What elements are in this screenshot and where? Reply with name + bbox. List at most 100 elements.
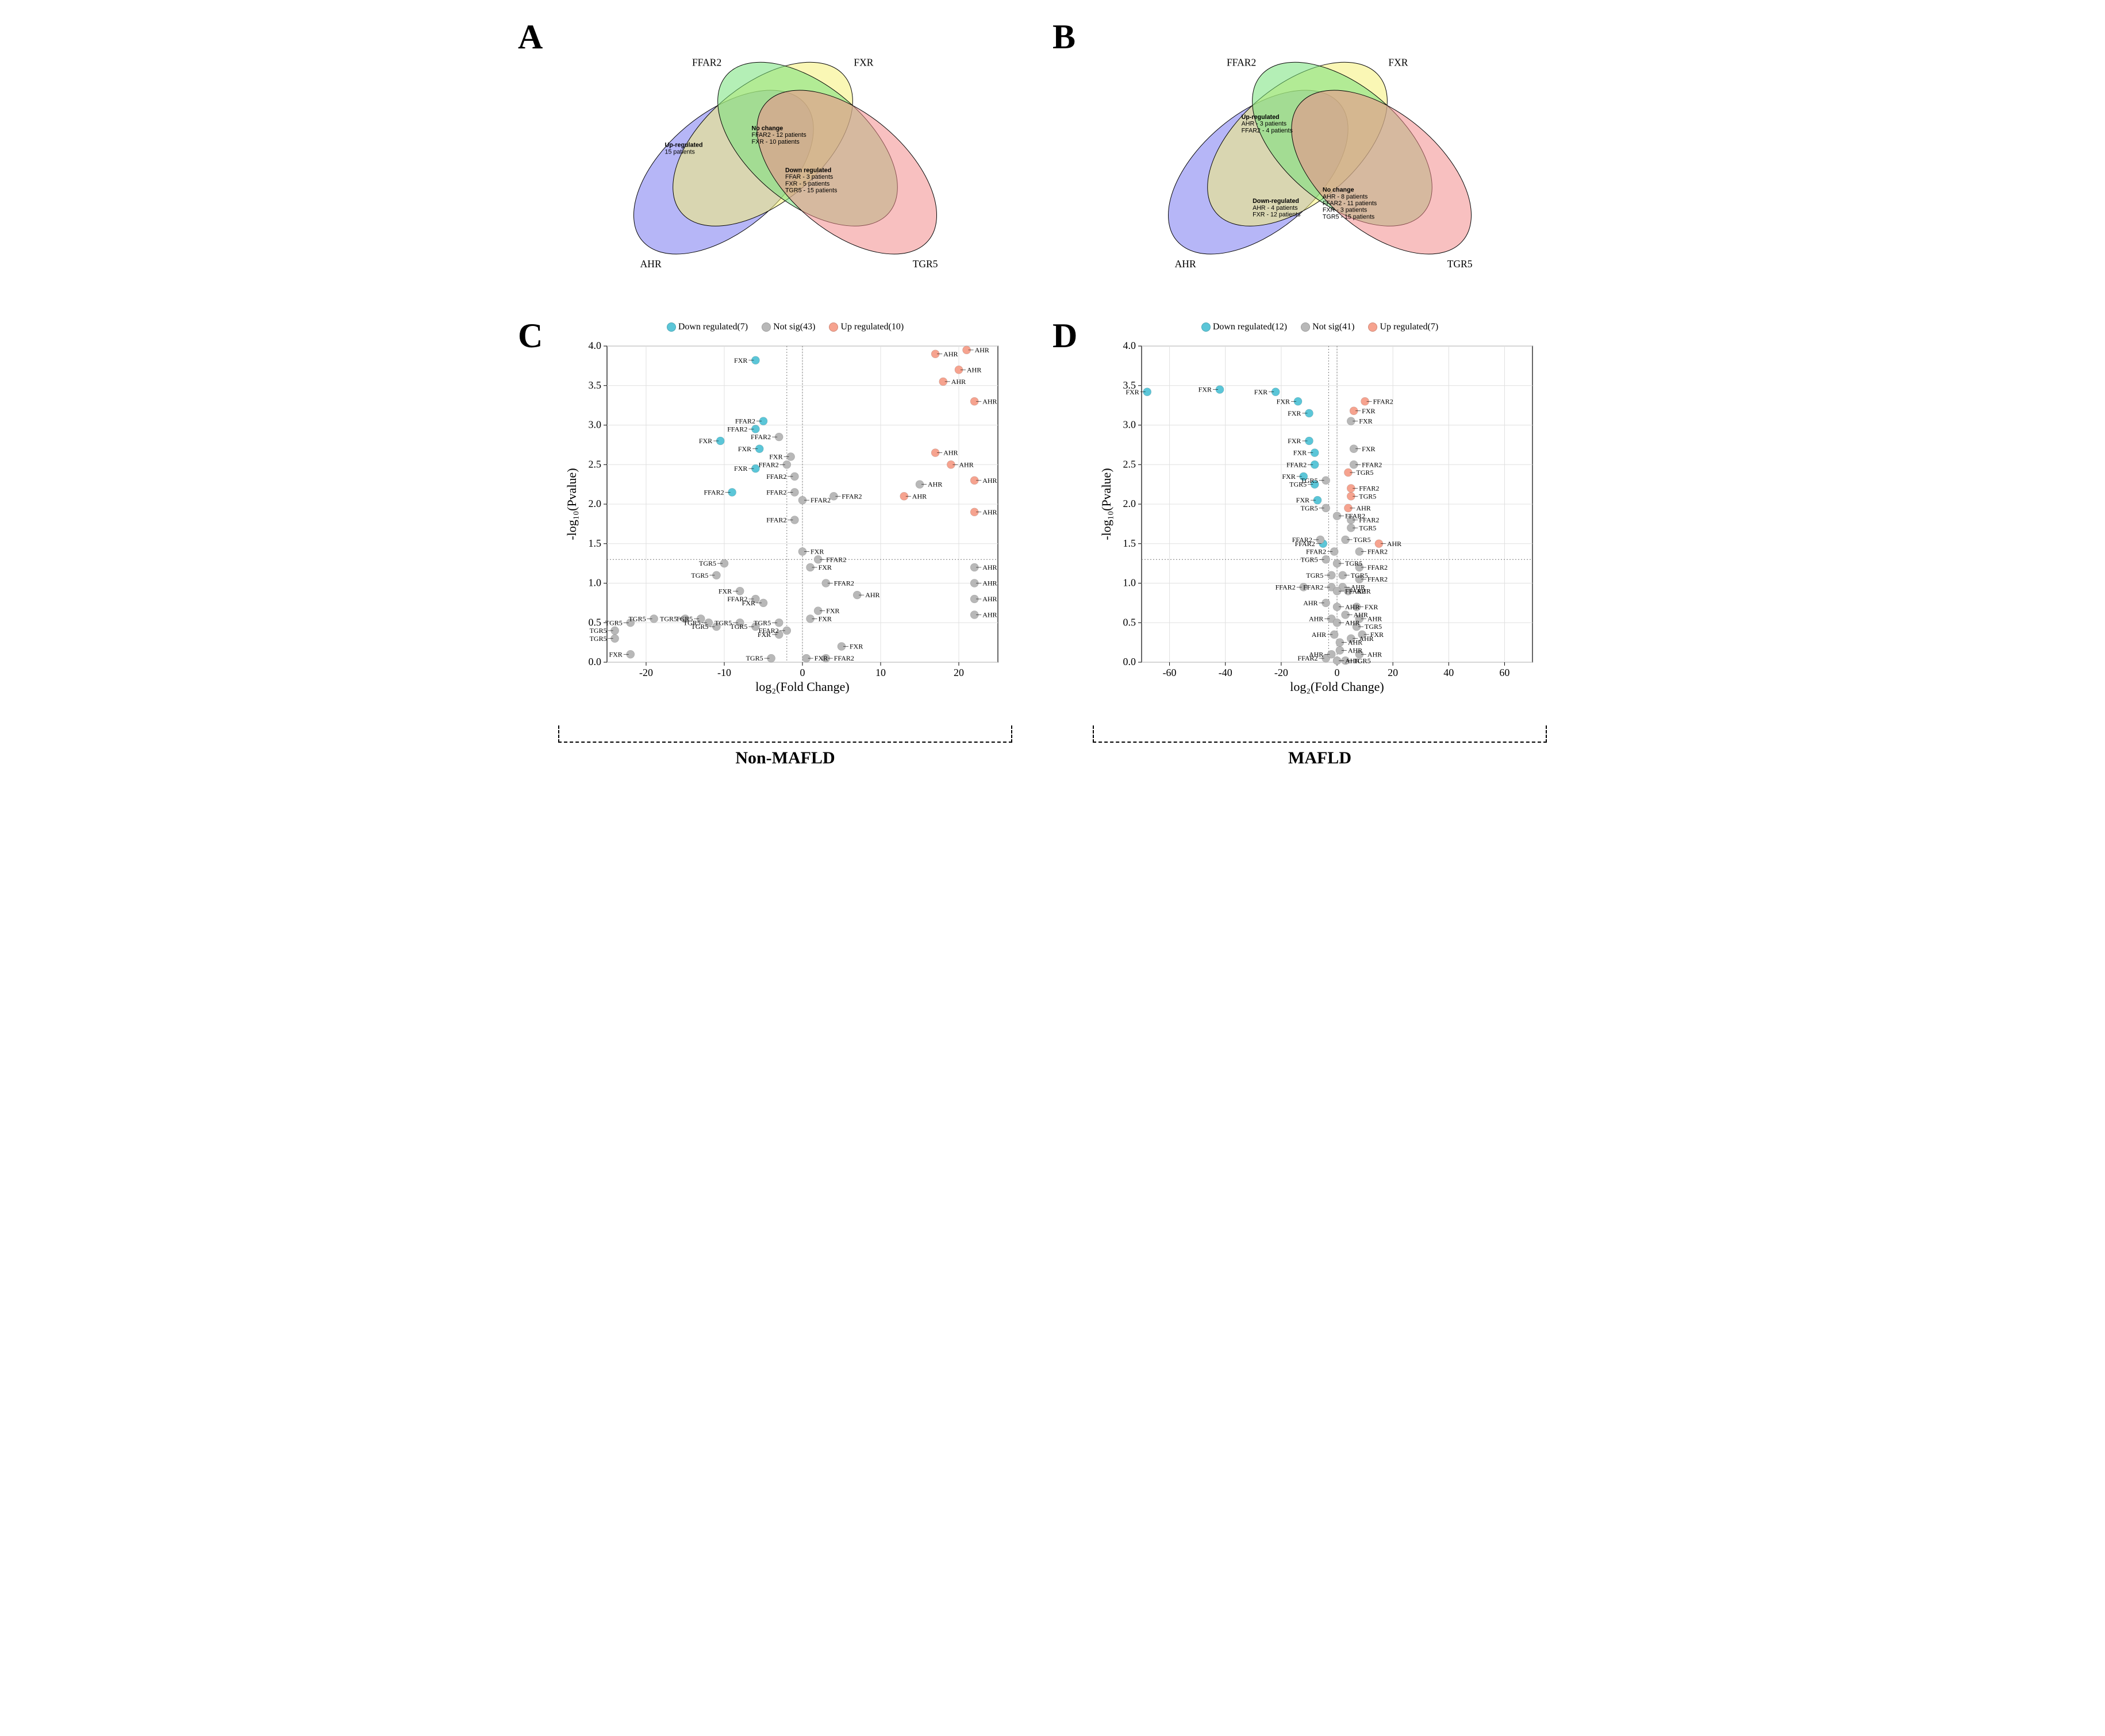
svg-text:FFAR2: FFAR2	[766, 473, 786, 481]
svg-text:AHR: AHR	[982, 477, 997, 485]
svg-text:AHR: AHR	[1354, 611, 1368, 619]
svg-text:FFAR2: FFAR2	[704, 488, 724, 496]
svg-text:FFAR2: FFAR2	[1359, 485, 1379, 493]
svg-text:FFAR2 - 12 patients: FFAR2 - 12 patients	[752, 132, 806, 139]
svg-text:FFAR2: FFAR2	[834, 654, 854, 662]
svg-text:AHR: AHR	[975, 346, 989, 354]
svg-text:AHR: AHR	[1303, 599, 1317, 607]
svg-text:FXR: FXR	[1126, 388, 1139, 396]
svg-text:FXR: FXR	[769, 453, 782, 461]
svg-text:FFAR2: FFAR2	[759, 460, 779, 468]
svg-text:TGR5: TGR5	[1359, 492, 1376, 500]
svg-text:2.0: 2.0	[589, 498, 602, 509]
svg-text:AHR: AHR	[959, 460, 973, 468]
volcano-d: 0.00.51.01.52.02.53.03.54.0-60-40-200204…	[1096, 335, 1544, 702]
legend-swatch-ns	[1301, 322, 1310, 332]
svg-text:TGR5 - 15 patients: TGR5 - 15 patients	[785, 187, 837, 194]
svg-text:TGR5: TGR5	[1301, 504, 1318, 512]
svg-text:TGR5: TGR5	[1356, 468, 1373, 477]
svg-text:FXR: FXR	[854, 56, 873, 68]
svg-text:FFAR2: FFAR2	[1227, 56, 1256, 68]
svg-text:TGR5: TGR5	[1354, 536, 1371, 544]
svg-text:FFAR2: FFAR2	[1303, 583, 1323, 591]
svg-text:1.5: 1.5	[589, 537, 602, 549]
svg-text:FFAR2: FFAR2	[766, 516, 786, 524]
svg-text:FXR: FXR	[1359, 417, 1372, 425]
group-left-label: Non-MAFLD	[535, 748, 1035, 768]
svg-text:FXR: FXR	[699, 437, 712, 445]
panel-c-legend: Down regulated(7)Not sig(43)Up regulated…	[535, 322, 1035, 332]
svg-text:2.5: 2.5	[1123, 458, 1136, 470]
svg-text:10: 10	[875, 667, 886, 678]
svg-text:FXR: FXR	[609, 650, 622, 658]
panel-b: B AHRFFAR2FXRTGR5Up-regulatedAHR - 3 pat…	[1070, 23, 1570, 299]
svg-text:FXR: FXR	[1282, 473, 1295, 481]
group-right-label: MAFLD	[1070, 748, 1570, 768]
svg-text:AHR: AHR	[1387, 540, 1401, 548]
svg-text:FFAR2: FFAR2	[1345, 587, 1365, 595]
legend-swatch-ns	[762, 322, 771, 332]
svg-text:FXR: FXR	[819, 614, 832, 623]
svg-text:3.0: 3.0	[589, 419, 602, 431]
svg-text:-log₁₀(Pvalue): -log₁₀(Pvalue)	[1099, 468, 1113, 540]
svg-text:FXR: FXR	[738, 445, 751, 453]
panel-d-legend: Down regulated(12)Not sig(41)Up regulate…	[1070, 322, 1570, 332]
svg-text:2.0: 2.0	[1123, 498, 1136, 509]
svg-text:FXR: FXR	[1293, 449, 1307, 457]
group-right-bracket	[1093, 725, 1547, 743]
svg-text:FFAR2: FFAR2	[826, 555, 846, 563]
svg-text:1.5: 1.5	[1123, 537, 1136, 549]
svg-text:TGR5: TGR5	[913, 258, 938, 270]
svg-text:40: 40	[1443, 667, 1454, 678]
svg-text:TGR5: TGR5	[715, 619, 732, 627]
svg-text:log₂(Fold Change): log₂(Fold Change)	[755, 679, 850, 694]
svg-text:AHR: AHR	[865, 591, 879, 599]
svg-text:AHR: AHR	[1309, 614, 1323, 623]
svg-text:FFAR2: FFAR2	[735, 417, 755, 425]
svg-text:0: 0	[1335, 667, 1340, 678]
svg-text:FFAR2: FFAR2	[1276, 583, 1296, 591]
svg-text:FFAR2: FFAR2	[727, 425, 747, 433]
panel-d: D Down regulated(12)Not sig(41)Up regula…	[1070, 322, 1570, 702]
svg-text:AHR: AHR	[967, 366, 981, 374]
svg-text:AHR: AHR	[982, 579, 997, 587]
svg-text:TGR5: TGR5	[1306, 571, 1323, 579]
svg-text:FFAR2: FFAR2	[1368, 563, 1388, 571]
volcano-c: 0.00.51.01.52.02.53.03.54.0-20-1001020FX…	[561, 335, 1009, 702]
svg-text:TGR5: TGR5	[1359, 524, 1376, 532]
venn-b: AHRFFAR2FXRTGR5Up-regulatedAHR - 3 patie…	[1101, 23, 1538, 299]
svg-text:FXR: FXR	[734, 356, 747, 364]
svg-text:TGR5: TGR5	[730, 623, 747, 631]
svg-text:AHR: AHR	[1359, 635, 1373, 643]
svg-text:AHR: AHR	[982, 611, 997, 619]
svg-text:FFAR2: FFAR2	[1345, 512, 1365, 520]
legend-item-ns: Not sig(43)	[762, 322, 815, 332]
svg-text:AHR: AHR	[928, 481, 942, 489]
figure-grid: A AHRFFAR2FXRTGR5Up-regulated15 patients…	[535, 23, 1570, 768]
svg-text:1.0: 1.0	[1123, 577, 1136, 589]
svg-text:AHR: AHR	[982, 397, 997, 405]
svg-text:AHR: AHR	[1345, 619, 1359, 627]
svg-text:0.5: 0.5	[1123, 616, 1136, 628]
svg-text:4.0: 4.0	[1123, 340, 1136, 351]
svg-text:No change: No change	[752, 125, 783, 132]
svg-text:AHR - 8 patients: AHR - 8 patients	[1323, 193, 1368, 200]
svg-text:FXR: FXR	[810, 548, 824, 556]
svg-text:FFAR2: FFAR2	[1362, 460, 1382, 468]
svg-text:AHR: AHR	[1368, 614, 1382, 623]
svg-text:FFAR2: FFAR2	[1286, 460, 1307, 468]
svg-text:AHR: AHR	[982, 595, 997, 603]
svg-text:TGR5: TGR5	[660, 614, 677, 623]
svg-text:-log₁₀(Pvalue): -log₁₀(Pvalue)	[564, 468, 579, 540]
panel-c-letter: C	[518, 316, 543, 356]
svg-text:FFAR2: FFAR2	[766, 488, 786, 496]
svg-text:FXR: FXR	[719, 587, 732, 595]
svg-text:TGR5: TGR5	[590, 627, 607, 635]
svg-text:No change: No change	[1323, 187, 1354, 194]
svg-text:FFAR2: FFAR2	[1368, 548, 1388, 556]
panel-a-letter: A	[518, 17, 543, 57]
svg-text:TGR5: TGR5	[590, 635, 607, 643]
panel-a: A AHRFFAR2FXRTGR5Up-regulated15 patients…	[535, 23, 1035, 299]
svg-text:FXR - 5 patients: FXR - 5 patients	[785, 180, 829, 187]
svg-text:FFAR2: FFAR2	[692, 56, 721, 68]
